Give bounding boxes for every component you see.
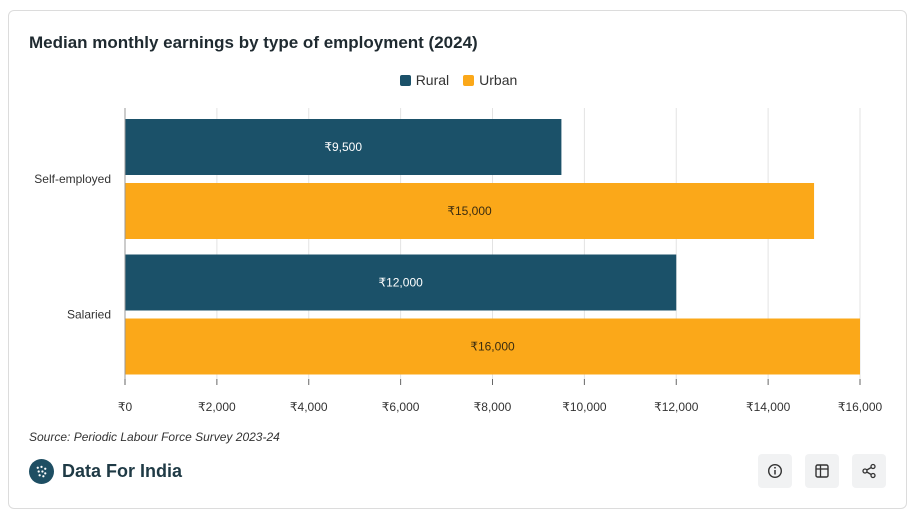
category-label: Salaried: [67, 308, 111, 322]
chart-legend: Rural Urban: [9, 72, 908, 88]
table-icon: [815, 464, 829, 478]
table-view-button[interactable]: [805, 454, 839, 488]
bar-data-label: ₹9,500: [324, 140, 362, 154]
bar-urban-salaried: [125, 318, 860, 375]
legend-item-urban[interactable]: Urban: [463, 72, 517, 88]
x-tick-label: ₹4,000: [290, 400, 328, 414]
chart-card: Median monthly earnings by type of emplo…: [8, 10, 907, 509]
brand-name: Data For India: [62, 461, 183, 481]
legend-item-rural[interactable]: Rural: [399, 72, 450, 88]
x-tick-label: ₹0: [118, 400, 133, 414]
share-button[interactable]: [852, 454, 886, 488]
legend-swatch-urban: [463, 74, 475, 86]
info-icon: [767, 463, 783, 479]
category-label: Self-employed: [34, 172, 111, 186]
bar-data-label: ₹12,000: [378, 276, 423, 290]
x-tick-label: ₹14,000: [746, 400, 791, 414]
info-button[interactable]: [758, 454, 792, 488]
legend-label-urban: Urban: [479, 72, 518, 88]
x-tick-label: ₹8,000: [474, 400, 512, 414]
bar-rural-self-employed: [125, 119, 562, 175]
bar-rural-salaried: [125, 254, 677, 311]
x-tick-label: ₹2,000: [198, 400, 236, 414]
x-tick-label: ₹10,000: [562, 400, 607, 414]
chart-actions: [758, 454, 886, 488]
source-note: Source: Periodic Labour Force Survey 202…: [29, 430, 280, 444]
bar-urban-self-employed: [125, 183, 815, 239]
bar-chart: ₹0 ₹2,000 ₹4,000 ₹6,000 ₹8,000 ₹10,000 ₹12,000…: [34, 108, 883, 414]
brand[interactable]: Data For India: [29, 459, 182, 484]
x-tick-label: ₹16,000: [838, 400, 883, 414]
bar-data-label: ₹15,000: [447, 204, 492, 218]
bar-data-label: ₹16,000: [470, 340, 515, 354]
legend-label-rural: Rural: [415, 72, 450, 88]
chart-title: Median monthly earnings by type of emplo…: [29, 33, 478, 52]
x-tick-label: ₹12,000: [654, 400, 699, 414]
x-tick-label: ₹6,000: [382, 400, 420, 414]
legend-swatch-rural: [399, 74, 411, 86]
brand-logo-icon: [29, 459, 54, 484]
share-icon: [862, 463, 876, 479]
